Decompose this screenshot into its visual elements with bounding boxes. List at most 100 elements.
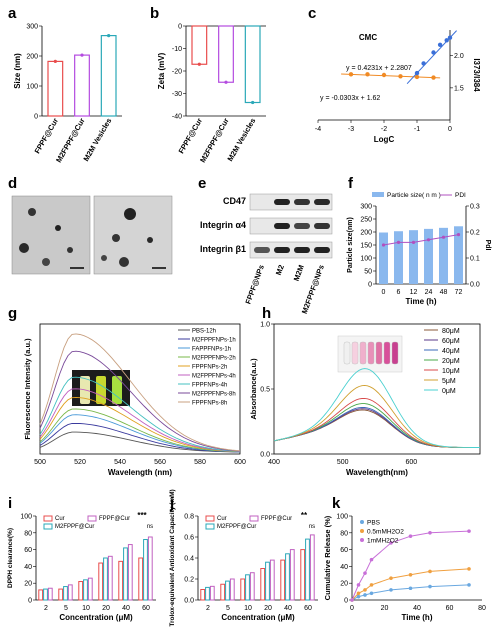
chart-f-ylabel: Particle size(nm) xyxy=(347,217,354,273)
chart-g-series-line xyxy=(39,350,241,452)
chart-f-y2tick-label: 0.0 xyxy=(470,282,480,289)
chart-g-legend-label: FPPFNPs-4h xyxy=(192,383,227,389)
chart-i: 0 20 40 60 80 100 DPPH clearance(%) Concentrati… xyxy=(7,511,156,622)
chart-c-point xyxy=(414,74,420,80)
chart-i-bar xyxy=(58,588,64,601)
chart-f-xtick-label: 48 xyxy=(440,289,448,296)
chart-k-point xyxy=(363,571,367,575)
chart-i-bar xyxy=(47,587,53,601)
chart-k-ytick-label: 60 xyxy=(340,547,348,554)
chart-h-series-line xyxy=(273,403,480,448)
chart-a-category-label: FPPF@Cur xyxy=(33,116,61,155)
chart-i-bar xyxy=(107,555,113,601)
chart-k-ytick-label: 100 xyxy=(336,514,348,521)
chart-g-legend-label: M2FPPFNPs-8h xyxy=(192,392,236,398)
chart-f-xlabel: Time (h) xyxy=(406,297,437,306)
chart-f-y2tick-label: 0.3 xyxy=(470,204,480,211)
chart-c-point xyxy=(444,38,449,43)
chart-k-ytick-label: 20 xyxy=(340,581,348,588)
chart-g-series-line xyxy=(39,388,241,452)
chart-f-pdi-point xyxy=(441,235,446,239)
chart-i-bar xyxy=(87,577,93,601)
chart-j-bar xyxy=(289,549,295,601)
chart-b-bar xyxy=(191,25,208,65)
chart-f-ytick-label: 300 xyxy=(360,204,372,211)
chart-i-xtick-label: 60 xyxy=(142,605,150,612)
chart-i-sig-annotation: *** xyxy=(137,511,147,520)
chart-h-series-line xyxy=(273,368,480,448)
chart-k-xtick-label: 0 xyxy=(350,605,354,612)
chart-i-bar xyxy=(63,586,68,601)
chart-g-series-line xyxy=(39,431,240,453)
chart-a-point xyxy=(80,53,84,57)
chart-f-xtick-label: 24 xyxy=(425,289,433,296)
chart-j-legend-swatch xyxy=(249,515,259,522)
chart-f-legend-size: Particle size( n m ) xyxy=(387,192,441,199)
chart-a-category-label: M2M Vesicles xyxy=(81,117,113,163)
chart-g-legend-label: PBS-12h xyxy=(192,329,216,335)
chart-k-point xyxy=(408,534,413,538)
chart-i-bar xyxy=(78,581,84,601)
panel-label-g: g xyxy=(8,305,17,322)
chart-f-bar xyxy=(379,232,388,284)
chart-g-legend-label: FPPFNPs-2h xyxy=(192,365,227,371)
chart-c-xtick-label: -1 xyxy=(414,126,420,133)
chart-j-ytick-label: 0.2 xyxy=(184,577,194,584)
chart-b-ylabel: Zeta (mV) xyxy=(157,52,166,89)
chart-c-point xyxy=(421,61,426,66)
chart-h-ytick-label: 0.0 xyxy=(260,452,270,459)
chart-g-legend-label: FPPFNPs-8h xyxy=(192,401,227,407)
chart-j-ytick-label: 0.0 xyxy=(184,598,194,605)
chart-f-y2label: PdI xyxy=(484,240,491,251)
chart-k-legend-swatch xyxy=(360,538,364,542)
chart-j-ns-annotation: ns xyxy=(309,524,315,530)
chart-i-bar xyxy=(127,544,133,601)
chart-f-legend-pdi: PDI xyxy=(455,192,466,199)
chart-i-bar xyxy=(67,584,73,601)
chart-f-pdi-point xyxy=(396,240,401,244)
chart-k-point xyxy=(356,594,361,599)
chart-h-legend-label: 5μM xyxy=(442,378,456,385)
chart-c-ylabel: I373/I384 xyxy=(472,58,481,92)
chart-f-bar xyxy=(439,227,448,284)
chart-h-ytick-label: 0.5 xyxy=(260,387,270,394)
chart-f-ytick-label: 100 xyxy=(360,256,372,263)
chart-f-pdi-line xyxy=(383,234,459,246)
chart-b-bar xyxy=(218,25,234,83)
chart-j-bar xyxy=(229,578,235,601)
chart-g-xtick-label: 540 xyxy=(114,459,126,466)
chart-c-title: CMC xyxy=(359,33,377,42)
chart-f-pdi-point xyxy=(411,240,416,244)
chart-g-legend-label: M2FPPFNPs-4h xyxy=(192,374,236,380)
western-blot: CD47 Integrin α4 Integrin β1 FPPF@NPs M2… xyxy=(200,193,333,315)
chart-c-point xyxy=(447,35,453,40)
chart-j-bar xyxy=(285,553,290,601)
chart-g-series-line xyxy=(39,333,241,452)
chart-f: 0 50 100 150 200 250 300 0.0 0.1 0.2 0.3 Particle s… xyxy=(347,192,491,306)
chart-g: 500 520 540 560 580 600 Wavelength (nm) Fluores… xyxy=(23,323,246,477)
panel-label-f: f xyxy=(348,175,354,192)
chart-k-point xyxy=(350,598,354,602)
chart-i-ytick-label: 40 xyxy=(24,564,32,571)
chart-b-ytick-label: -20 xyxy=(172,69,182,76)
chart-j-legend-swatch xyxy=(205,523,215,530)
panel-label-b: b xyxy=(150,5,159,22)
chart-k-point xyxy=(363,593,367,597)
chart-f-pdi-point xyxy=(381,243,386,247)
chart-j-sig-annotation: ** xyxy=(301,511,308,520)
chart-k-series-line xyxy=(351,530,470,601)
chart-j-bar xyxy=(280,559,286,601)
chart-i-xtick-label: 40 xyxy=(122,605,130,612)
chart-j-xtick-label: 20 xyxy=(264,605,272,612)
chart-i-legend-swatch xyxy=(43,515,53,522)
panel-label-h: h xyxy=(262,305,271,322)
chart-c: -4 -3 -2 -1 0 1.5 2.0 CMC LogC I373/I384 y = 0.423… xyxy=(315,30,481,144)
chart-k-point xyxy=(369,591,374,596)
chart-h-ylabel: Absorbance(a.u.) xyxy=(249,358,258,420)
chart-i-bar xyxy=(83,579,88,601)
vials-photo-inset xyxy=(72,370,130,406)
chart-h-xtick-label: 400 xyxy=(268,459,280,466)
chart-k-legend-swatch xyxy=(360,529,364,533)
blot-label-integrin-b1: Integrin β1 xyxy=(200,244,246,254)
